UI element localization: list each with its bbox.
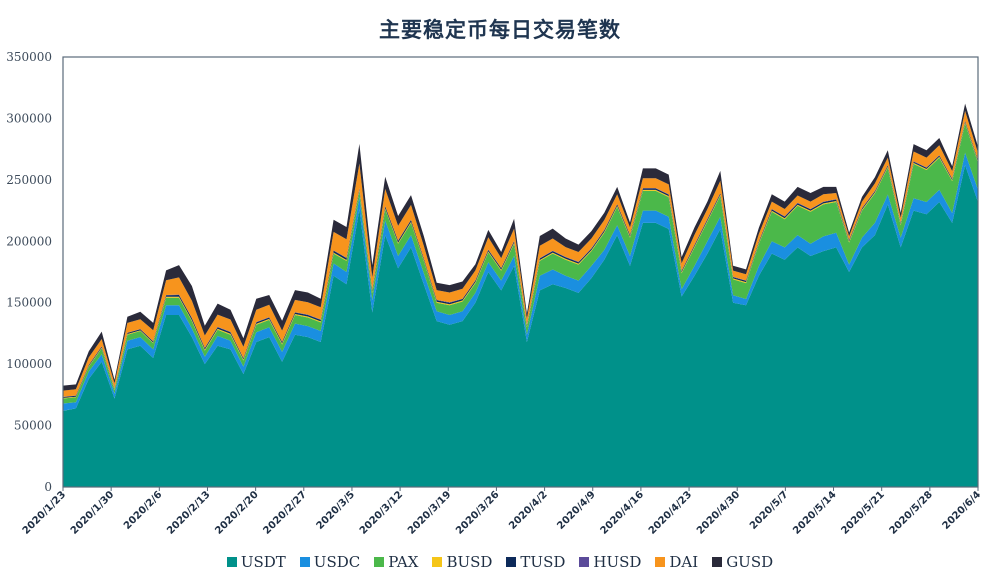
y-tick-label: 150000 [6, 296, 52, 310]
legend-item-dai: DAI [655, 553, 698, 571]
legend-swatch-icon [299, 557, 310, 567]
legend-label: USDC [313, 553, 361, 571]
x-tick-label: 2020/4/9 [555, 489, 597, 531]
x-tick-label: 2020/5/14 [791, 489, 838, 536]
y-tick-label: 300000 [6, 111, 52, 125]
legend-item-husd: HUSD [579, 553, 641, 571]
legend-swatch-icon [432, 557, 443, 567]
legend-item-usdt: USDT [226, 553, 286, 571]
plot-frame [62, 56, 979, 488]
x-tick-label: 2020/4/2 [507, 489, 549, 531]
legend-swatch-icon [579, 557, 590, 567]
x-tick-label: 2020/4/16 [599, 489, 646, 536]
legend-swatch-icon [655, 557, 666, 567]
y-axis: 0 50000 100000 150000 200000 250000 300000 3500… [6, 50, 52, 494]
x-tick-label: 2020/1/30 [69, 489, 116, 536]
x-tick-label: 2020/4/23 [647, 489, 694, 536]
y-tick-label: 350000 [6, 50, 52, 64]
legend-swatch-icon [712, 557, 723, 567]
x-tick-label: 2020/2/20 [213, 489, 260, 536]
x-axis: 2020/1/23 2020/1/30 2020/2/6 2020/2/13 2020/… [21, 487, 983, 537]
x-tick-label: 2020/5/28 [888, 489, 935, 536]
legend-label: HUSD [593, 553, 642, 571]
legend-swatch-icon [374, 557, 385, 567]
x-tick-label: 2020/3/5 [315, 489, 357, 531]
legend-swatch-icon [506, 557, 517, 567]
y-tick-label: 250000 [6, 173, 52, 187]
legend-label: DAI [669, 553, 699, 571]
y-tick-label: 200000 [6, 234, 52, 248]
legend-label: GUSD [726, 553, 774, 571]
x-tick-label: 2020/4/30 [695, 489, 742, 536]
legend-item-tusd: TUSD [506, 553, 565, 571]
legend-label: USDT [240, 553, 286, 571]
legend-label: BUSD [446, 553, 493, 571]
legend-label: TUSD [520, 553, 566, 571]
x-tick-label: 2020/1/23 [21, 489, 68, 536]
area-layers [63, 103, 978, 487]
x-tick-label: 2020/5/21 [839, 489, 886, 536]
x-tick-label: 2020/2/27 [262, 489, 309, 536]
legend-label: PAX [388, 553, 419, 571]
legend: USDT USDC PAX BUSD TUSD HUSD DAI GUSD [0, 553, 1000, 571]
x-tick-label: 2020/5/7 [748, 489, 790, 531]
legend-item-gusd: GUSD [712, 553, 773, 571]
area-usdt [63, 165, 978, 487]
y-tick-label: 0 [44, 480, 52, 494]
y-tick-label: 50000 [14, 419, 52, 433]
x-tick-label: 2020/3/26 [454, 489, 501, 536]
x-tick-label: 2020/6/4 [941, 489, 983, 531]
legend-item-usdc: USDC [299, 553, 361, 571]
legend-item-busd: BUSD [432, 553, 492, 571]
legend-item-pax: PAX [374, 553, 418, 571]
x-tick-label: 2020/2/6 [122, 489, 164, 531]
y-tick-label: 100000 [6, 357, 52, 371]
x-tick-label: 2020/2/13 [165, 489, 212, 536]
legend-swatch-icon [226, 557, 237, 567]
chart-title: 主要稳定币每日交易笔数 [379, 17, 621, 42]
x-tick-label: 2020/3/12 [358, 489, 405, 536]
x-tick-label: 2020/3/19 [406, 489, 453, 536]
